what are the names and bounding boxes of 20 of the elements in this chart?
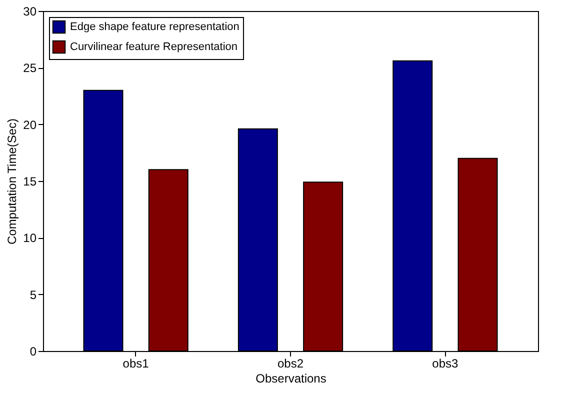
x-tick-label: obs3 xyxy=(432,356,459,370)
bar xyxy=(148,169,188,352)
bar xyxy=(83,90,124,352)
bar xyxy=(303,182,344,352)
bar xyxy=(458,158,498,352)
x-tick-label: obs2 xyxy=(277,356,304,370)
legend-label: Curvilinear feature Representation xyxy=(70,41,238,53)
legend-label: Edge shape feature representation xyxy=(70,21,240,33)
y-tick-label: 25 xyxy=(23,61,37,76)
y-tick-label: 0 xyxy=(30,344,37,358)
x-axis-title: Observations xyxy=(256,372,326,386)
y-tick-label: 20 xyxy=(23,118,37,132)
y-tick-label: 10 xyxy=(23,231,37,246)
y-tick-label: 30 xyxy=(23,4,37,18)
bar xyxy=(238,128,278,352)
y-tick-label: 15 xyxy=(23,174,37,188)
y-axis-title: Computation Time(Sec) xyxy=(5,118,20,245)
y-tick-label: 5 xyxy=(30,288,37,302)
bar xyxy=(392,60,433,352)
x-tick-label: obs1 xyxy=(122,356,150,370)
